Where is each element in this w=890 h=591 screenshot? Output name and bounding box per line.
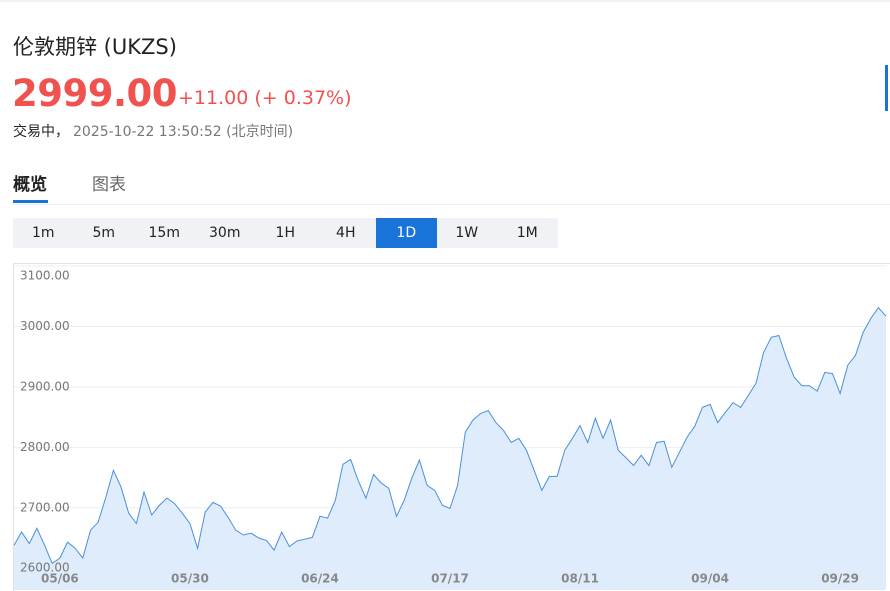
y-tick-label: 2900.00 (20, 379, 70, 393)
interval-button[interactable]: 1M (516, 225, 538, 241)
y-tick-label: 2700.00 (20, 500, 70, 514)
y-tick-label: 2800.00 (20, 440, 70, 454)
x-tick-label: 08/11 (561, 572, 599, 586)
instrument-title: 伦敦期锌 (UKZS) (13, 35, 177, 59)
side-indicator (885, 65, 888, 111)
x-tick-label: 07/17 (431, 572, 469, 586)
interval-button[interactable]: 5m (92, 225, 116, 241)
interval-button[interactable]: 1D (376, 218, 437, 248)
interval-button[interactable]: 30m (209, 225, 241, 241)
chart-frame (13, 263, 890, 591)
y-tick-label: 3000.00 (20, 319, 70, 333)
tab[interactable]: 图表 (92, 175, 126, 195)
tab[interactable]: 概览 (13, 175, 47, 195)
tab-indicator (13, 200, 48, 203)
price-line (13, 306, 887, 565)
x-tick-label: 05/30 (171, 572, 209, 586)
x-tick-label: 09/04 (691, 572, 729, 586)
price-change: +11.00 (+ 0.37%) (178, 87, 352, 109)
interval-bar: 1m 5m 15m 30m 1H 4H 1D 1W 1M (13, 218, 558, 248)
x-tick-label: 05/06 (41, 572, 79, 586)
divider (13, 204, 890, 205)
interval-button[interactable]: 15m (148, 225, 180, 241)
market-status: 交易中， (13, 124, 69, 140)
price: 2999.00 (12, 72, 178, 115)
x-tick-label: 06/24 (301, 572, 339, 586)
timestamp: 2025-10-22 13:50:52 (北京时间) (73, 124, 294, 140)
interval-button[interactable]: 1W (455, 225, 479, 241)
interval-button[interactable]: 1H (275, 225, 295, 241)
y-tick-label: 3100.00 (20, 269, 70, 283)
y-tick-label: 2600.00 (20, 561, 70, 575)
area-fill (14, 307, 886, 590)
interval-button[interactable]: 1m (31, 225, 55, 241)
interval-button[interactable]: 4H (336, 225, 356, 241)
x-tick-label: 09/29 (821, 572, 859, 586)
